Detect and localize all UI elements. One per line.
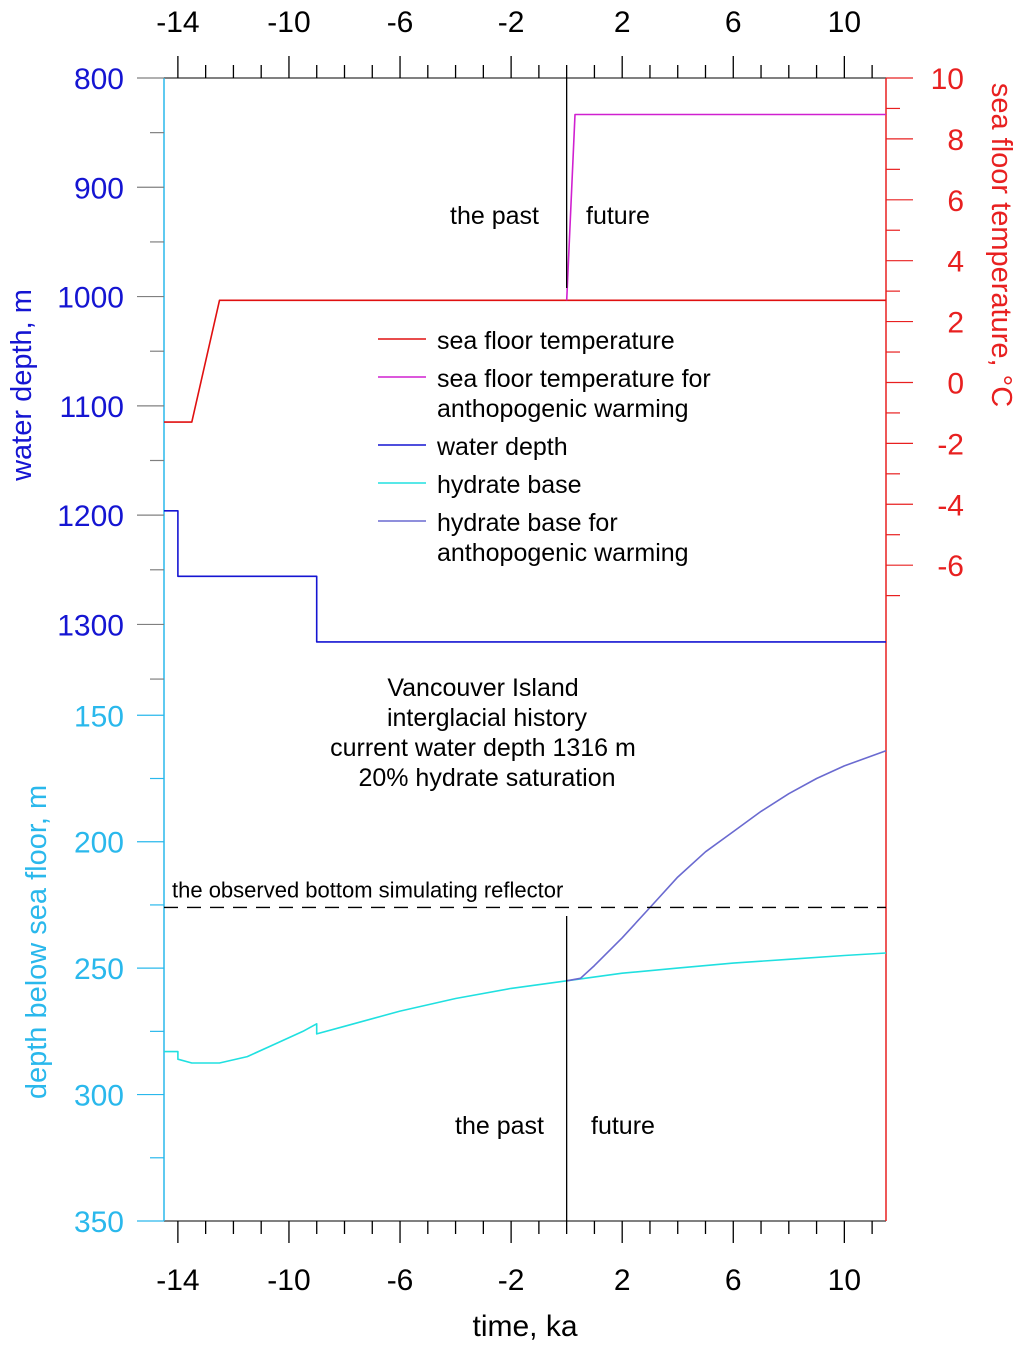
annotations: the past future the past future the observed… [164,78,886,1221]
water-depth-tick-label: 900 [74,172,124,205]
depth-tick-label: 350 [74,1206,124,1239]
temperature-tick-label: -2 [937,428,964,461]
water-depth-tick-label: 1300 [57,609,124,642]
top-axis-tick-label: 6 [725,6,742,39]
water-depth-tick-label: 1200 [57,500,124,533]
series-sea-floor-temperature-for-anthopogenic-warming [565,113,886,301]
water-depth-tick-label: 800 [74,63,124,96]
temperature-axis-title: sea floor temperature, °C [985,83,1017,407]
series-hydrate-base-for-anthopogenic-warming [566,749,887,982]
temperature-tick-label: 0 [947,367,964,400]
future-label-lower: future [591,1112,655,1140]
water-depth-tick-label: 1000 [57,282,124,315]
temperature-tick-label: 10 [931,63,964,96]
future-label-upper: future [586,202,650,230]
temperature-axis: 10 8 6 4 2 0 -2 -4 -6 [885,63,964,1221]
series-hydrate-base [164,952,887,1064]
bottom-axis-tick-label: -6 [387,1264,414,1297]
temperature-tick-label: -6 [937,550,964,583]
plot-title-line: 20% hydrate saturation [358,764,615,792]
temperature-tick-label: 6 [947,185,964,218]
water-depth-axis-title: water depth, m [6,289,38,482]
top-time-axis: -14 -10 -6 -2 2 6 10 [156,6,886,79]
top-axis-tick-label: 2 [614,6,631,39]
plot-title-line: Vancouver Island [387,674,578,702]
depth-below-seafloor-axis: 150 200 250 300 350 [74,690,165,1239]
temperature-tick-label: 2 [947,307,964,340]
temperature-tick-label: -4 [937,489,964,522]
bottom-axis-tick-label: -14 [156,1264,199,1297]
top-axis-tick-label: -2 [498,6,525,39]
top-axis-tick-label: -10 [267,6,310,39]
data-series [164,113,887,1064]
legend-label: water depth [436,433,568,461]
bottom-axis-tick-label: -10 [267,1264,310,1297]
series-sea-floor-temperature [164,299,886,423]
series-water-depth [164,509,886,643]
depth-tick-label: 200 [74,827,124,860]
legend-label: hydrate base [437,471,582,499]
bsr-label: the observed bottom simulating reflector [172,877,563,902]
water-depth-tick-label: 1100 [59,391,124,424]
legend-label: hydrate base for [437,509,618,537]
water-depth-axis: 800 900 1000 1100 1200 1300 [57,63,165,690]
bottom-axis-tick-label: 10 [828,1264,861,1297]
top-axis-tick-label: 10 [828,6,861,39]
legend: sea floor temperature sea floor temperatu… [378,327,711,567]
legend-label: anthopogenic warming [437,539,689,567]
x-axis-title: time, ka [472,1310,577,1343]
top-axis-tick-label: -6 [387,6,414,39]
bottom-axis-tick-label: -2 [498,1264,525,1297]
past-label-upper: the past [450,202,539,230]
depth-tick-label: 250 [74,953,124,986]
plot-title-line: current water depth 1316 m [330,734,636,762]
temperature-tick-label: 4 [947,246,964,279]
depth-tick-label: 150 [74,700,124,733]
temperature-tick-label: 8 [947,124,964,157]
depth-tick-label: 300 [74,1080,124,1113]
legend-label: anthopogenic warming [437,395,689,423]
depth-below-seafloor-axis-title: depth below sea floor, m [21,785,53,1099]
bottom-axis-tick-label: 6 [725,1264,742,1297]
bottom-axis-tick-label: 2 [614,1264,631,1297]
plot-title-line: interglacial history [387,704,588,732]
legend-label: sea floor temperature [437,327,675,355]
top-axis-tick-label: -14 [156,6,199,39]
past-label-lower: the past [455,1112,544,1140]
bottom-time-axis: -14 -10 -6 -2 2 6 10 [156,1220,886,1297]
legend-label: sea floor temperature for [437,365,711,393]
